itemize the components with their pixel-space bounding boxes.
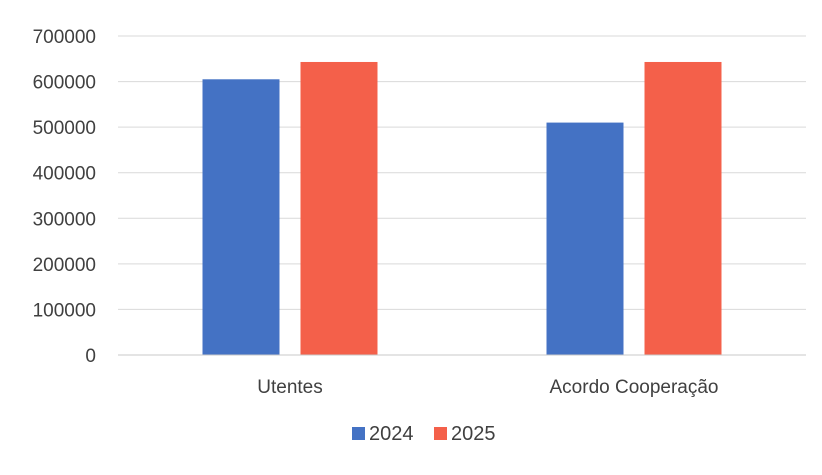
y-tick-label: 100000: [33, 300, 96, 321]
legend: 2024 2025: [352, 423, 496, 445]
legend-label: 2024: [369, 423, 414, 445]
y-tick-label: 700000: [33, 27, 96, 48]
legend-swatch-2025: [434, 427, 447, 440]
legend-swatch-2024: [352, 427, 365, 440]
bars: [202, 61, 722, 356]
bar-2025-2: [644, 61, 722, 356]
x-category-label: Acordo Cooperação: [550, 377, 719, 398]
bar-2024-1: [202, 79, 280, 356]
y-tick-label: 600000: [33, 73, 96, 94]
x-axis-category-labels: Utentes Acordo Cooperação: [257, 377, 718, 398]
y-tick-label: 300000: [33, 209, 96, 230]
y-axis-tick-labels: 0 100000 200000 300000 400000 500000 600000 700…: [33, 27, 96, 367]
y-tick-label: 500000: [33, 118, 96, 139]
y-tick-label: 0: [85, 346, 96, 367]
x-category-label: Utentes: [257, 377, 322, 398]
bar-2024-2: [546, 122, 624, 355]
bar-2025-1: [300, 61, 378, 356]
y-tick-label: 200000: [33, 255, 96, 276]
legend-label: 2025: [451, 423, 496, 445]
y-tick-label: 400000: [33, 164, 96, 185]
